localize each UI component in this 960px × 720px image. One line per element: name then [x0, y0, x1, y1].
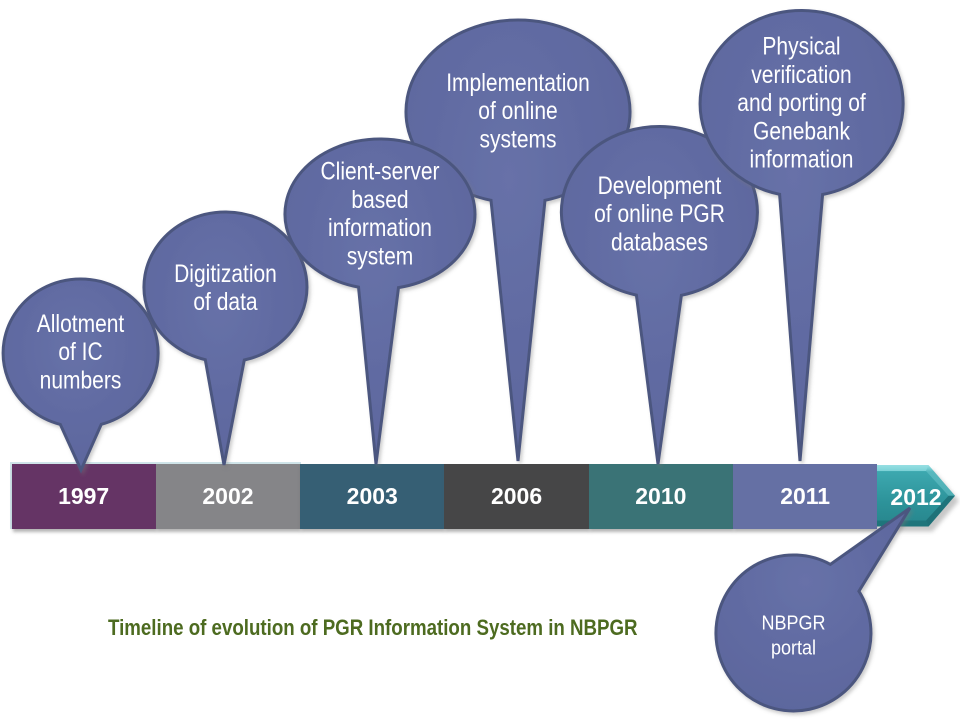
svg-text:2012: 2012: [890, 484, 941, 510]
